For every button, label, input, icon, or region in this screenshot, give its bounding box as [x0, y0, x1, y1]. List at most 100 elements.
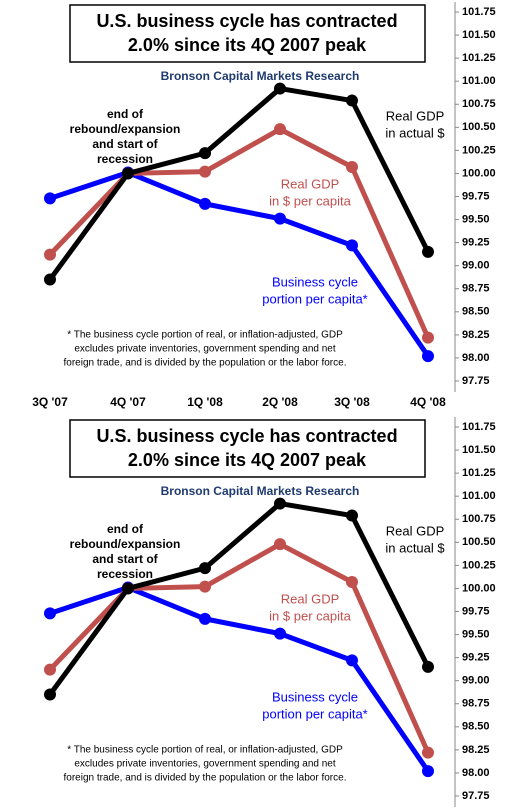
series-line — [47, 501, 431, 697]
y-tick-label: 99.00 — [462, 260, 490, 272]
y-tick-label: 98.25 — [462, 329, 490, 341]
x-tick-label: 2Q '08 — [262, 395, 298, 409]
point — [199, 562, 211, 575]
point — [274, 538, 286, 551]
annotation: recession — [97, 152, 153, 166]
series-label: portion per capita* — [262, 706, 368, 721]
point — [199, 580, 211, 593]
y-tick-label: 101.25 — [462, 52, 496, 64]
point — [346, 509, 358, 522]
point — [274, 212, 286, 225]
y-tick-label: 100.75 — [462, 513, 496, 525]
series-label: in $ per capita — [269, 193, 351, 208]
annotation: end of — [107, 107, 144, 121]
y-tick-label: 98.75 — [462, 283, 490, 295]
x-tick-label: 4Q '08 — [410, 395, 446, 409]
point — [44, 663, 56, 676]
series-label: Real GDP — [386, 523, 445, 538]
point — [422, 350, 434, 363]
y-tick-label: 100.00 — [462, 167, 496, 179]
y-tick-label: 100.25 — [462, 559, 496, 571]
series-label: Real GDP — [386, 108, 445, 123]
point — [122, 167, 134, 180]
point — [346, 94, 358, 107]
point — [422, 746, 434, 759]
title-box — [69, 419, 426, 478]
y-tick-label: 101.75 — [462, 421, 496, 433]
annotation: end of — [107, 522, 144, 536]
footnote: excludes private inventories, government… — [74, 759, 335, 770]
y-tick-label: 101.50 — [462, 444, 496, 456]
series-label: portion per capita* — [262, 291, 368, 306]
y-tick-label: 98.00 — [462, 767, 490, 779]
series-label: in actual $ — [385, 125, 445, 140]
y-tick-label: 98.50 — [462, 721, 490, 733]
point — [422, 660, 434, 673]
y-tick-label: 97.75 — [462, 790, 490, 802]
chart-title: U.S. business cycle has contracted — [96, 11, 397, 31]
x-tick-label: 3Q '08 — [334, 395, 370, 409]
y-tick-label: 99.75 — [462, 190, 490, 202]
point — [422, 245, 434, 258]
point — [122, 582, 134, 595]
y-tick-label: 99.50 — [462, 213, 490, 225]
annotation: recession — [97, 567, 153, 581]
point — [346, 160, 358, 173]
point — [346, 575, 358, 588]
footnote: excludes private inventories, government… — [74, 344, 335, 355]
point — [199, 147, 211, 160]
y-tick-label: 100.50 — [462, 536, 496, 548]
y-tick-label: 97.75 — [462, 375, 490, 387]
y-tick-label: 100.75 — [462, 98, 496, 110]
point — [199, 165, 211, 178]
y-tick-label: 99.25 — [462, 652, 490, 664]
footnote: foreign trade, and is divided by the pop… — [64, 773, 347, 784]
footnote: * The business cycle portion of real, or… — [67, 745, 343, 756]
series-line — [47, 86, 431, 282]
y-tick-label: 100.00 — [462, 582, 496, 594]
series-label: Business cycle — [272, 689, 358, 704]
point — [346, 239, 358, 252]
y-tick-label: 98.75 — [462, 698, 490, 710]
point — [274, 627, 286, 640]
series-line — [49, 170, 431, 358]
series-label: in actual $ — [385, 540, 445, 555]
chart-title: 2.0% since its 4Q 2007 peak — [128, 450, 367, 470]
x-tick-label: 3Q '07 — [32, 395, 68, 409]
y-tick-label: 100.25 — [462, 144, 496, 156]
footnote: * The business cycle portion of real, or… — [67, 330, 343, 341]
y-tick-label: 98.50 — [462, 306, 490, 318]
point — [44, 192, 56, 205]
y-tick-label: 101.75 — [462, 6, 496, 18]
point — [274, 123, 286, 136]
y-tick-label: 101.00 — [462, 75, 496, 87]
series-label: in $ per capita — [269, 608, 351, 623]
y-tick-label: 99.75 — [462, 605, 490, 617]
point — [44, 273, 56, 286]
point — [44, 607, 56, 620]
footnote: foreign trade, and is divided by the pop… — [64, 358, 347, 369]
y-tick-label: 98.25 — [462, 744, 490, 756]
point — [199, 197, 211, 210]
y-tick-label: 101.25 — [462, 467, 496, 479]
point — [422, 331, 434, 344]
chart-title: 2.0% since its 4Q 2007 peak — [128, 35, 367, 55]
y-tick-label: 98.00 — [462, 352, 490, 364]
y-tick-label: 99.00 — [462, 675, 490, 687]
point — [44, 248, 56, 261]
x-tick-label: 4Q '07 — [110, 395, 146, 409]
title-box — [69, 4, 426, 63]
annotation: rebound/expansion — [70, 537, 181, 551]
annotation: and start of — [92, 552, 158, 566]
point — [346, 654, 358, 667]
chart-title: U.S. business cycle has contracted — [96, 426, 397, 446]
point — [274, 497, 286, 510]
y-tick-label: 100.50 — [462, 121, 496, 133]
series-label: Real GDP — [281, 176, 340, 191]
series-label: Business cycle — [272, 274, 358, 289]
point — [422, 765, 434, 778]
subtitle: Bronson Capital Markets Research — [161, 69, 360, 83]
y-tick-label: 101.00 — [462, 490, 496, 502]
y-tick-label: 99.50 — [462, 628, 490, 640]
